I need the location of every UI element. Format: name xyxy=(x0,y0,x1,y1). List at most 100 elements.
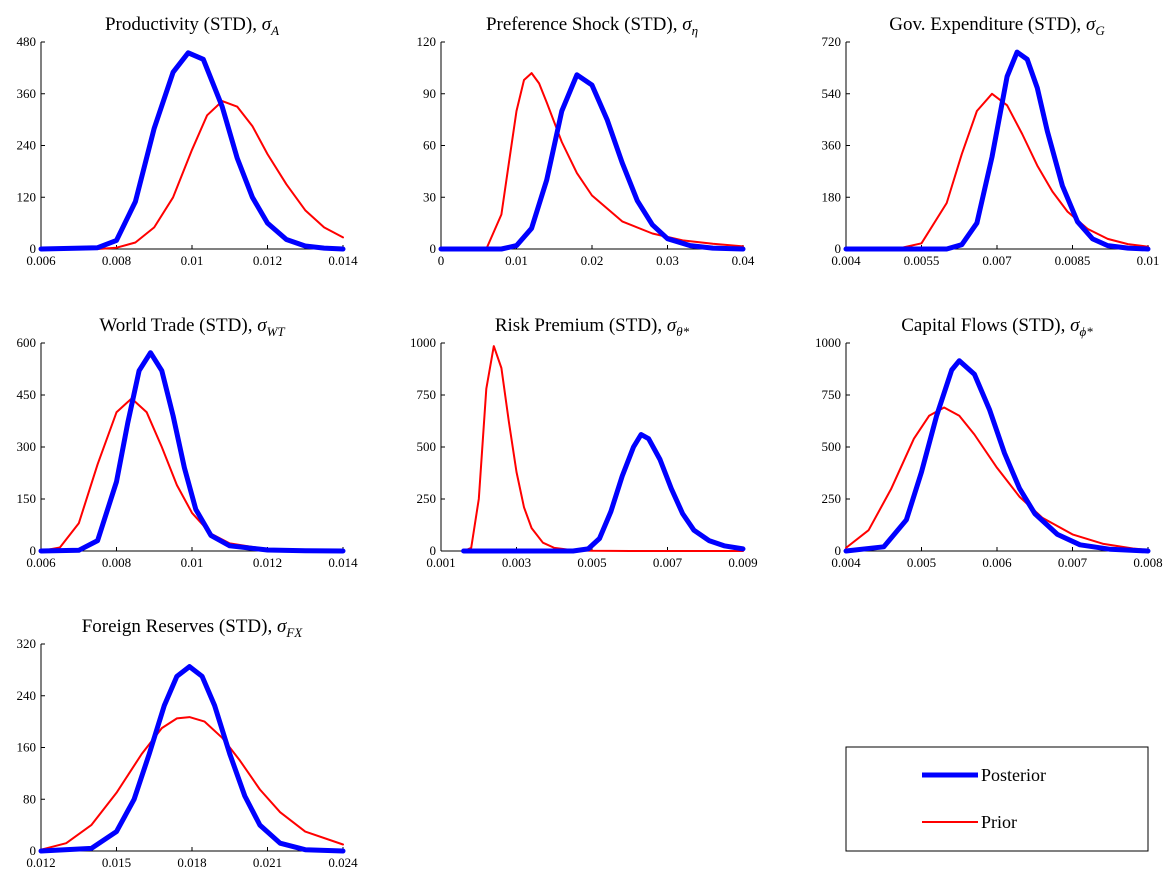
series-line-posterior xyxy=(843,358,1151,554)
chart-title-symbol: σ xyxy=(277,616,287,637)
chart-title-subscript: θ* xyxy=(676,324,689,339)
series-line-prior xyxy=(40,716,344,851)
chart-title-symbol: σ xyxy=(1070,315,1080,336)
x-tick-label: 0.015 xyxy=(102,855,131,870)
legend: Posterior Prior xyxy=(845,746,1149,852)
chart-title: Risk Premium (STD), σθ* xyxy=(495,315,690,339)
x-tick-label: 0.01 xyxy=(505,253,528,268)
chart-title: Productivity (STD), σA xyxy=(105,14,279,38)
chart-title-text: Capital Flows (STD), xyxy=(901,315,1070,336)
series-line-posterior xyxy=(843,49,1151,252)
x-tick-label: 0.005 xyxy=(577,555,606,570)
x-tick-label: 0.005 xyxy=(907,555,936,570)
chart-panel-5: 0.001 0.003 0.005 0.007 0.009 0 250 500 750 1000 R… xyxy=(410,315,758,570)
series-line-posterior xyxy=(438,72,746,252)
chart-title-subscript: η xyxy=(692,23,698,38)
chart-title: Foreign Reserves (STD), σFX xyxy=(82,616,304,640)
y-tick-label: 240 xyxy=(17,138,37,153)
y-tick-label: 360 xyxy=(17,86,37,101)
y-tick-label: 450 xyxy=(17,387,37,402)
y-tick-label: 0 xyxy=(30,241,37,256)
chart-panels: 0.006 0.008 0.01 0.012 0.014 0 120 240 360 480 Pro… xyxy=(17,14,1163,870)
x-tick-label: 0.006 xyxy=(26,253,56,268)
y-tick-label: 600 xyxy=(17,335,37,350)
y-tick-label: 0 xyxy=(835,543,842,558)
series-line-prior xyxy=(462,345,744,552)
chart-title-text: Gov. Expenditure (STD), xyxy=(889,14,1086,35)
x-tick-label: 0.03 xyxy=(656,253,679,268)
x-tick-label: 0.009 xyxy=(728,555,757,570)
x-tick-label: 0.02 xyxy=(581,253,604,268)
chart-title-subscript: WT xyxy=(267,324,286,339)
x-tick-label: 0.01 xyxy=(1137,253,1160,268)
legend-box xyxy=(845,746,1149,852)
chart-title-symbol: σ xyxy=(667,315,677,336)
y-tick-label: 1000 xyxy=(410,335,436,350)
chart-title-subscript: FX xyxy=(285,625,303,640)
y-tick-label: 500 xyxy=(822,439,842,454)
chart-panel-7: 0.012 0.015 0.018 0.021 0.024 0 80 160 240 320 For… xyxy=(17,616,359,870)
series-line-prior xyxy=(440,72,744,250)
y-tick-label: 1000 xyxy=(815,335,841,350)
y-tick-label: 80 xyxy=(23,791,36,806)
chart-title: Capital Flows (STD), σϕ* xyxy=(901,315,1093,339)
chart-panel-6: 0.004 0.005 0.006 0.007 0.008 0 250 500 750 1000 C… xyxy=(815,315,1163,570)
y-tick-label: 540 xyxy=(822,86,842,101)
x-tick-label: 0.0085 xyxy=(1055,253,1091,268)
chart-title: Preference Shock (STD), ση xyxy=(486,14,698,38)
legend-posterior-label: Posterior xyxy=(981,765,1046,785)
y-tick-label: 30 xyxy=(423,189,436,204)
series-line-prior xyxy=(40,397,344,552)
x-tick-label: 0.008 xyxy=(102,555,131,570)
x-tick-label: 0.006 xyxy=(26,555,56,570)
y-tick-label: 0 xyxy=(430,543,437,558)
y-tick-label: 250 xyxy=(822,491,842,506)
y-tick-label: 240 xyxy=(17,688,37,703)
x-tick-label: 0.012 xyxy=(253,555,282,570)
chart-title: World Trade (STD), σWT xyxy=(99,315,285,339)
x-tick-label: 0.012 xyxy=(253,253,282,268)
series-line-posterior xyxy=(38,50,346,252)
y-tick-label: 360 xyxy=(822,138,842,153)
chart-title-symbol: σ xyxy=(262,14,272,35)
x-tick-label: 0.024 xyxy=(328,855,358,870)
y-tick-label: 160 xyxy=(17,740,37,755)
chart-title-text: Preference Shock (STD), xyxy=(486,14,682,35)
y-tick-label: 0 xyxy=(835,241,842,256)
y-tick-label: 750 xyxy=(822,387,842,402)
chart-panel-2: 0 0.01 0.02 0.03 0.04 0 30 60 90 120 Preference Sh… xyxy=(417,14,755,268)
chart-title-text: World Trade (STD), xyxy=(99,315,257,336)
y-tick-label: 0 xyxy=(30,543,37,558)
x-tick-label: 0.01 xyxy=(181,555,204,570)
y-tick-label: 300 xyxy=(17,439,37,454)
y-tick-label: 250 xyxy=(417,491,437,506)
series-line-posterior xyxy=(38,350,346,554)
x-tick-label: 0.014 xyxy=(328,555,358,570)
y-tick-label: 60 xyxy=(423,138,436,153)
x-tick-label: 0.01 xyxy=(181,253,204,268)
x-tick-label: 0.018 xyxy=(177,855,206,870)
chart-title-text: Productivity (STD), xyxy=(105,14,262,35)
series-line-prior xyxy=(845,406,1149,551)
x-tick-label: 0.007 xyxy=(982,253,1012,268)
series-line-prior xyxy=(40,100,344,250)
x-tick-label: 0.0055 xyxy=(904,253,940,268)
x-tick-label: 0.001 xyxy=(426,555,455,570)
x-tick-label: 0.006 xyxy=(982,555,1012,570)
chart-title-symbol: σ xyxy=(1086,14,1096,35)
x-tick-label: 0.012 xyxy=(26,855,55,870)
chart-title-subscript: G xyxy=(1095,23,1105,38)
y-tick-label: 480 xyxy=(17,34,37,49)
y-tick-label: 320 xyxy=(17,636,37,651)
y-tick-label: 120 xyxy=(17,189,37,204)
x-tick-label: 0.008 xyxy=(1133,555,1162,570)
chart-title: Gov. Expenditure (STD), σG xyxy=(889,14,1105,38)
chart-title-symbol: σ xyxy=(257,315,267,336)
y-tick-label: 180 xyxy=(822,189,842,204)
chart-title-symbol: σ xyxy=(682,14,692,35)
x-tick-label: 0.021 xyxy=(253,855,282,870)
y-tick-label: 0 xyxy=(30,843,37,858)
series-line-prior xyxy=(845,92,1149,250)
x-tick-label: 0.04 xyxy=(732,253,755,268)
